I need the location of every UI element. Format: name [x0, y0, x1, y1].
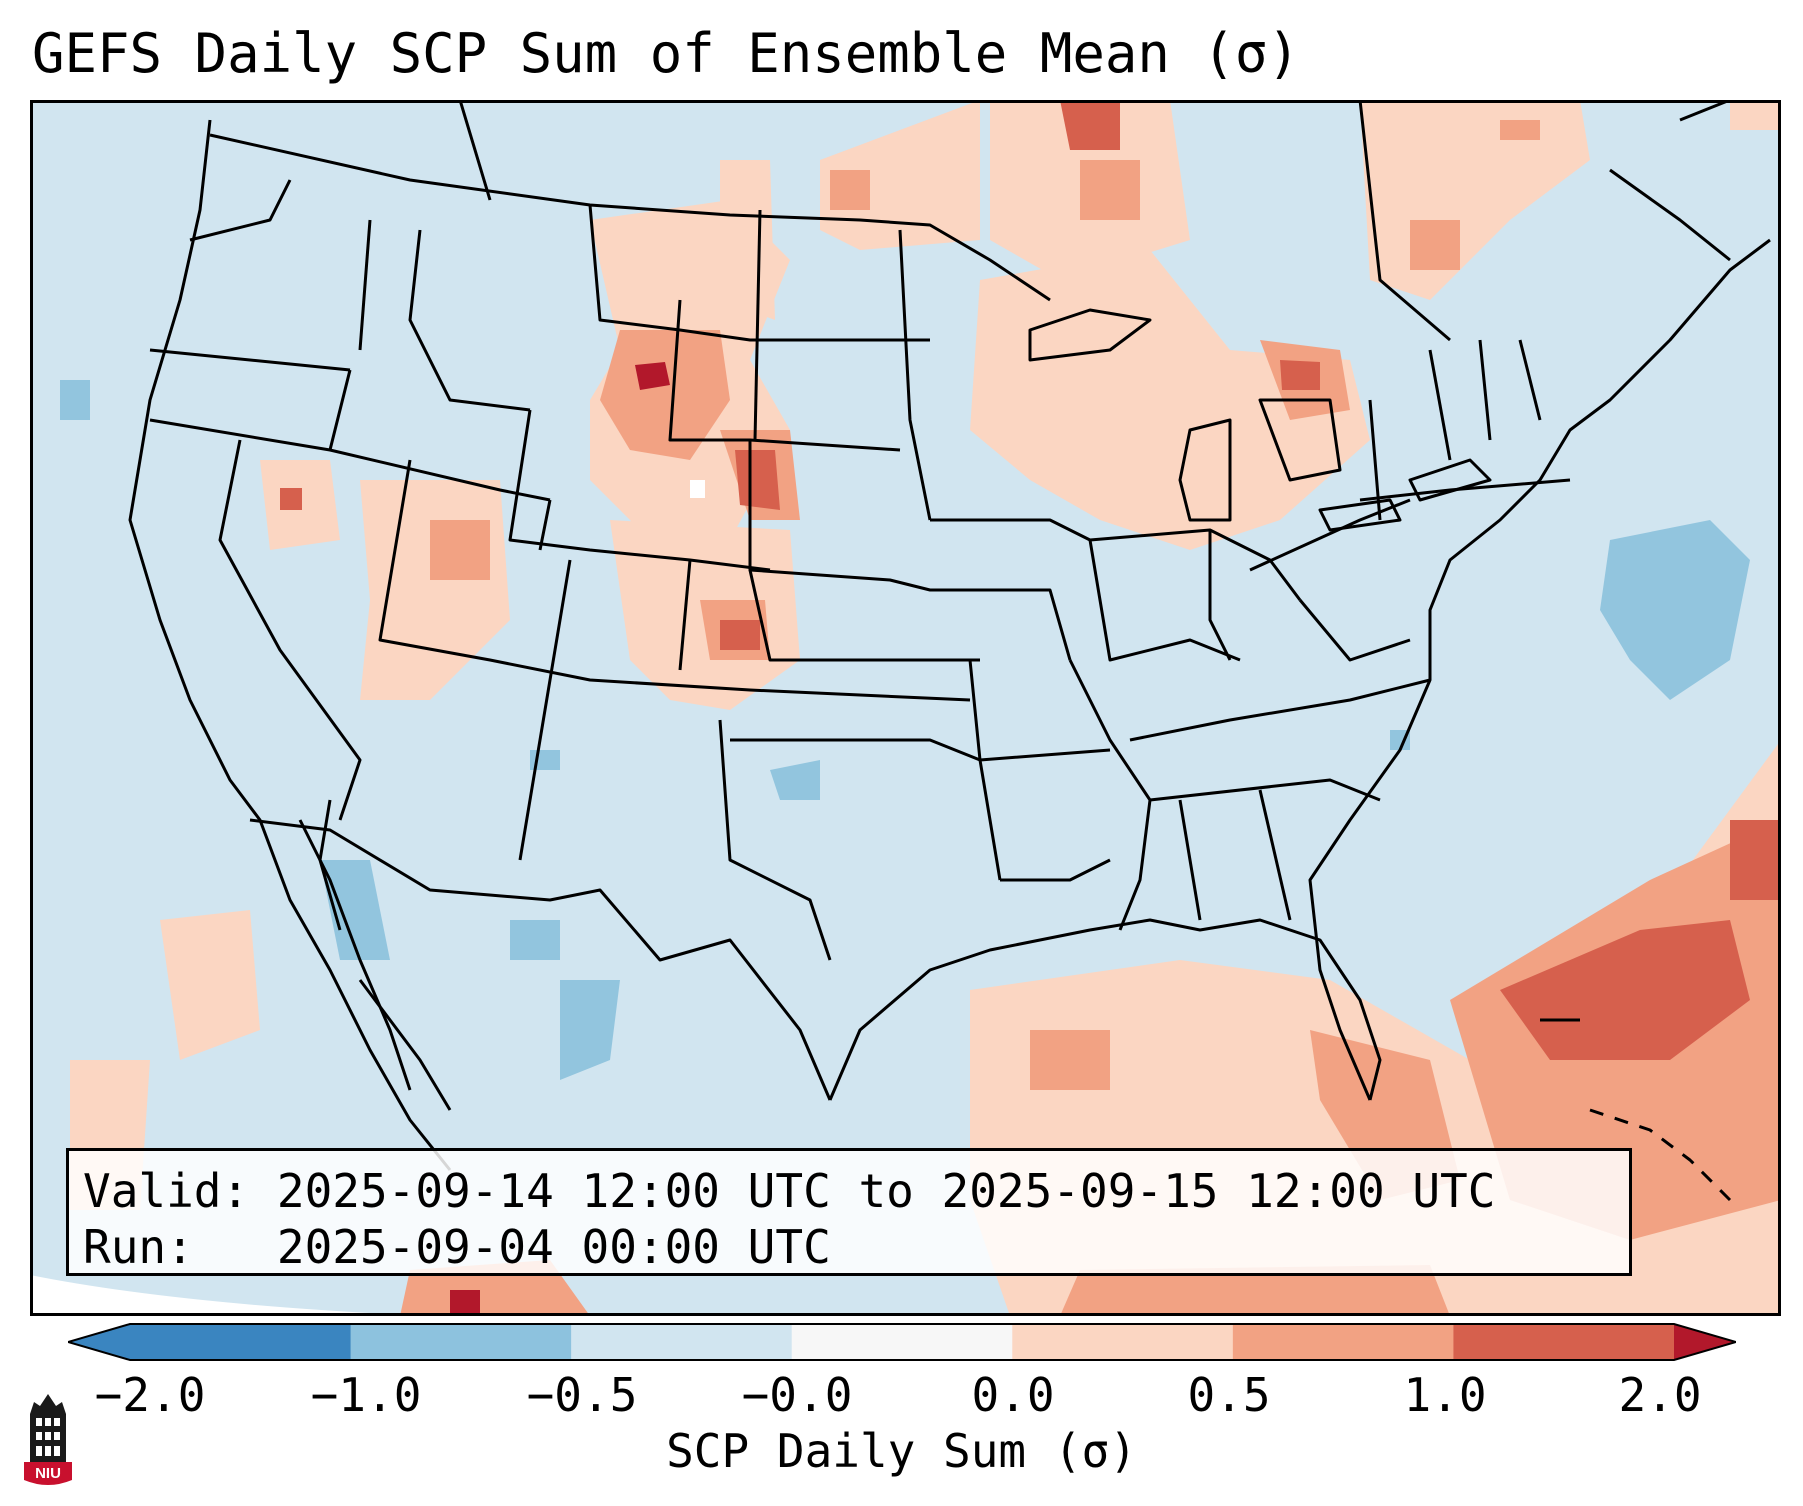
projection-edge — [30, 1275, 430, 1316]
us-mexico-border — [249, 818, 832, 1101]
colorbar-segment — [1453, 1324, 1675, 1360]
state-boundaries — [128, 100, 1771, 1202]
great-lakes — [1028, 308, 1152, 362]
map-border — [30, 100, 1781, 1316]
colorbar — [64, 1320, 1740, 1364]
run-label: Run: — [83, 1220, 194, 1274]
east-coastline — [1308, 238, 1771, 1101]
colorbar-tick: −0.0 — [741, 1368, 853, 1422]
colorbar-segment — [350, 1324, 572, 1360]
valid-label: Valid: — [83, 1164, 250, 1218]
colorbar-tick: 2.0 — [1618, 1368, 1702, 1422]
colorbar-segment — [130, 1324, 352, 1360]
caribbean-islands — [1589, 1108, 1732, 1202]
west-coastline — [128, 119, 452, 1171]
colorbar-tick: −0.5 — [526, 1368, 638, 1422]
colorbar-ticks: −2.0 −1.0 −0.5 −0.0 0.0 0.5 1.0 2.0 — [0, 1364, 1803, 1424]
colorbar-segment — [791, 1324, 1013, 1360]
colorbar-tick: 0.5 — [1187, 1368, 1271, 1422]
colorbar-segment — [1232, 1324, 1454, 1360]
map-title: GEFS Daily SCP Sum of Ensemble Mean (σ) — [32, 22, 1300, 85]
map-panel[interactable] — [30, 100, 1781, 1316]
niu-logo: NIU — [20, 1392, 76, 1488]
colorbar-extend-high — [1674, 1324, 1736, 1360]
colorbar-tick: −2.0 — [94, 1368, 206, 1422]
colorbar-tick: −1.0 — [310, 1368, 422, 1422]
valid-run-box: Valid: 2025-09-14 12:00 UTC to 2025-09-1… — [66, 1148, 1632, 1276]
gulf-coastline — [828, 918, 1382, 1101]
logo-text: NIU — [35, 1465, 61, 1482]
colorbar-extend-low — [68, 1324, 130, 1360]
run-time: 2025-09-04 00:00 UTC — [276, 1220, 831, 1274]
us-canada-border — [209, 133, 1051, 302]
colorbar-tick: 1.0 — [1403, 1368, 1487, 1422]
colorbar-tick: 0.0 — [971, 1368, 1055, 1422]
anomaly-negative-atlantic — [1600, 520, 1750, 700]
valid-time: 2025-09-14 12:00 UTC to 2025-09-15 12:00… — [276, 1164, 1496, 1218]
university-tower-icon — [30, 1394, 66, 1462]
colorbar-label: SCP Daily Sum (σ) — [666, 1424, 1137, 1478]
colorbar-segment — [1012, 1324, 1234, 1360]
colorbar-segment — [571, 1324, 793, 1360]
